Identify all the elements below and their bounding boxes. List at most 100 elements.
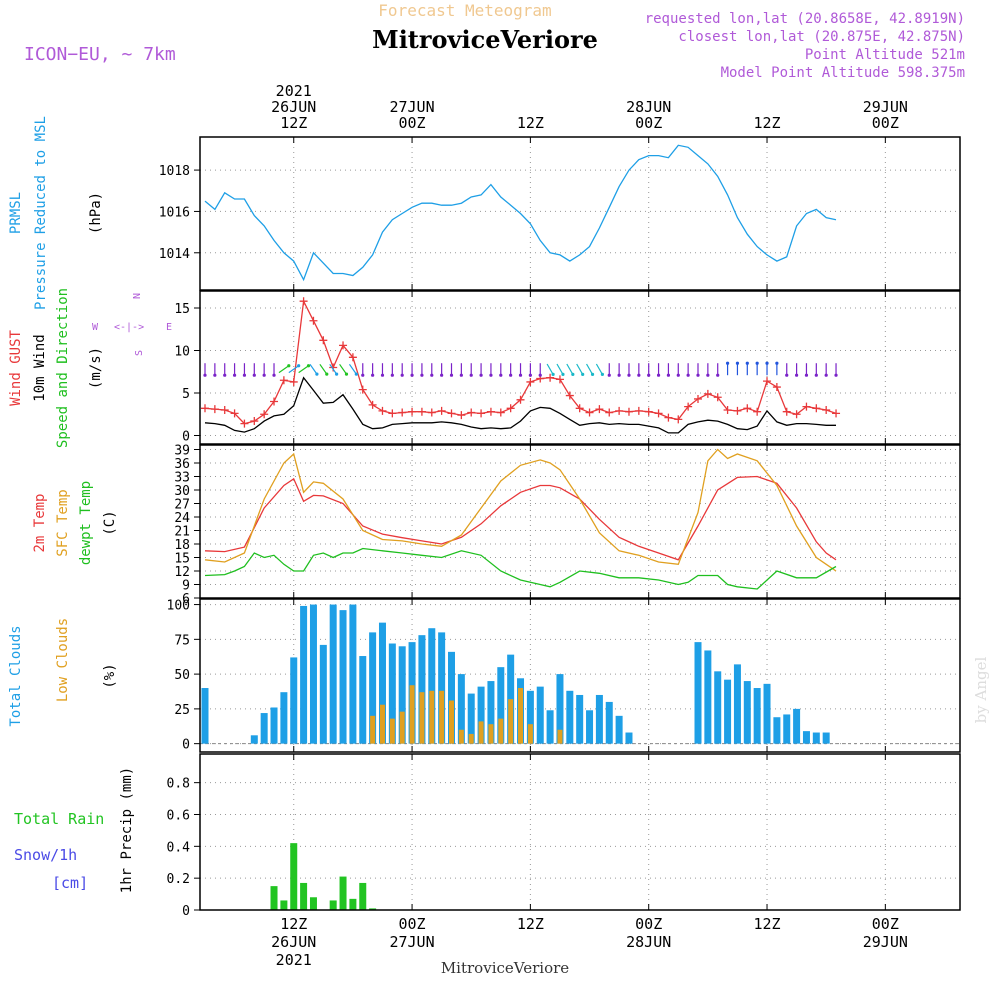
low-cloud-bar — [409, 685, 415, 744]
total-cloud-bar — [428, 628, 436, 744]
total-cloud-bar — [743, 681, 751, 744]
total-cloud-bar — [457, 674, 465, 744]
arrow-head — [252, 373, 256, 377]
temperature-frame — [199, 444, 961, 599]
top-time-label: 12Z — [280, 114, 307, 132]
gust-marker — [289, 377, 298, 386]
gust-marker — [595, 405, 604, 414]
y-tick-label: 100 — [167, 599, 190, 614]
pressure-label-long: Pressure Reduced to MSL — [33, 116, 49, 310]
y-tick-label: 0.2 — [167, 872, 190, 887]
gust-marker — [605, 408, 614, 417]
arrow-head — [272, 373, 276, 377]
temp-2m-label: 2m Temp — [32, 493, 48, 552]
total-cloud-bar — [595, 694, 603, 744]
requested-coords: requested lon,lat (20.8658E, 42.8919N) — [645, 11, 965, 27]
arrow-head — [297, 364, 301, 368]
arrow-head — [735, 361, 740, 365]
total-cloud-bar — [250, 735, 258, 744]
top-time-label: 2021 — [276, 82, 312, 100]
wind-direction-arrow — [329, 363, 338, 375]
low-cloud-bar — [399, 711, 405, 744]
compass-e: E — [166, 322, 172, 333]
y-tick-label: 27 — [174, 498, 190, 513]
total-cloud-bar — [753, 688, 761, 744]
total-cloud-bar — [359, 656, 367, 744]
total-cloud-bar — [615, 715, 623, 744]
total-cloud-bar — [733, 664, 741, 744]
low-cloud-bar — [389, 718, 395, 744]
gust-marker — [270, 397, 279, 406]
y-tick-label: 39 — [174, 444, 190, 459]
gust-marker — [555, 375, 564, 384]
gust-marker — [230, 409, 239, 418]
precip-label: 1hr Precip (mm) — [119, 767, 135, 893]
gust-marker — [644, 407, 653, 416]
total-cloud-bar — [329, 604, 337, 744]
arrow-head — [795, 373, 799, 377]
total-cloud-bar — [497, 667, 505, 744]
arrow-head — [617, 373, 621, 377]
arrow-head — [528, 373, 532, 377]
total-cloud-bar — [763, 683, 771, 744]
y-tick-label: 30 — [174, 484, 190, 499]
total-cloud-bar — [802, 731, 810, 744]
rain-bar — [280, 900, 288, 910]
low-cloud-bar — [458, 729, 464, 744]
wind-direction-arrow — [595, 363, 603, 375]
gust-marker — [526, 377, 535, 386]
bottom-time-label: 12Z — [753, 915, 780, 933]
y-tick-label: 25 — [174, 703, 190, 718]
top-time-label: 12Z — [753, 114, 780, 132]
gust-marker — [832, 409, 841, 418]
arrow-head — [706, 373, 710, 377]
pressure-line — [204, 144, 837, 282]
y-tick-label: 12 — [174, 565, 190, 580]
wind-direction-arrow — [339, 363, 347, 375]
wind-frame — [199, 290, 961, 445]
gust-marker — [664, 413, 673, 422]
compass-n: N — [132, 293, 143, 299]
wind-direction-arrow — [319, 363, 328, 375]
rain-bar — [349, 898, 357, 910]
wind-unit: (m/s) — [88, 347, 104, 389]
low-cloud-bar — [527, 724, 533, 744]
pressure-panel: 1014 1016 1018 — [159, 137, 960, 290]
compass-w: W — [92, 322, 99, 333]
arrow-head — [469, 373, 473, 377]
rain-bar — [339, 876, 347, 910]
y-tick-label: 5 — [182, 387, 190, 402]
total-cloud-bar — [280, 692, 288, 744]
wind-direction-arrow — [576, 363, 584, 375]
gust-marker — [585, 408, 594, 417]
gust-marker — [802, 402, 811, 411]
total-cloud-bar — [566, 690, 574, 744]
arrow-head — [232, 373, 237, 377]
gust-marker — [358, 385, 367, 394]
clouds-frame — [199, 598, 961, 753]
y-tick-label: 10 — [174, 345, 190, 360]
low-cloud-bar — [557, 729, 563, 744]
total-cloud-bar — [576, 694, 584, 744]
gust-marker — [733, 406, 742, 415]
wind-direction-arrow — [288, 365, 299, 374]
gust-marker — [348, 353, 357, 362]
temp-2m-line — [204, 475, 837, 561]
gust-marker — [201, 404, 209, 413]
gust-marker — [339, 341, 348, 350]
top-time-label: 00Z — [635, 114, 662, 132]
total-cloud-bar — [625, 732, 633, 744]
y-tick-label: 1016 — [159, 205, 190, 220]
y-tick-label: 15 — [174, 552, 190, 567]
arrow-head — [600, 372, 605, 376]
arrow-head — [755, 361, 759, 365]
wind-direction-arrow — [586, 363, 594, 375]
total-cloud-bar — [793, 708, 801, 744]
total-cloud-bar — [822, 732, 830, 744]
total-cloud-bar — [438, 632, 446, 744]
arrow-head — [440, 373, 444, 377]
gust-marker — [447, 409, 456, 418]
gust-marker — [299, 297, 308, 306]
gust-marker — [368, 400, 377, 409]
gust-marker — [378, 406, 387, 415]
